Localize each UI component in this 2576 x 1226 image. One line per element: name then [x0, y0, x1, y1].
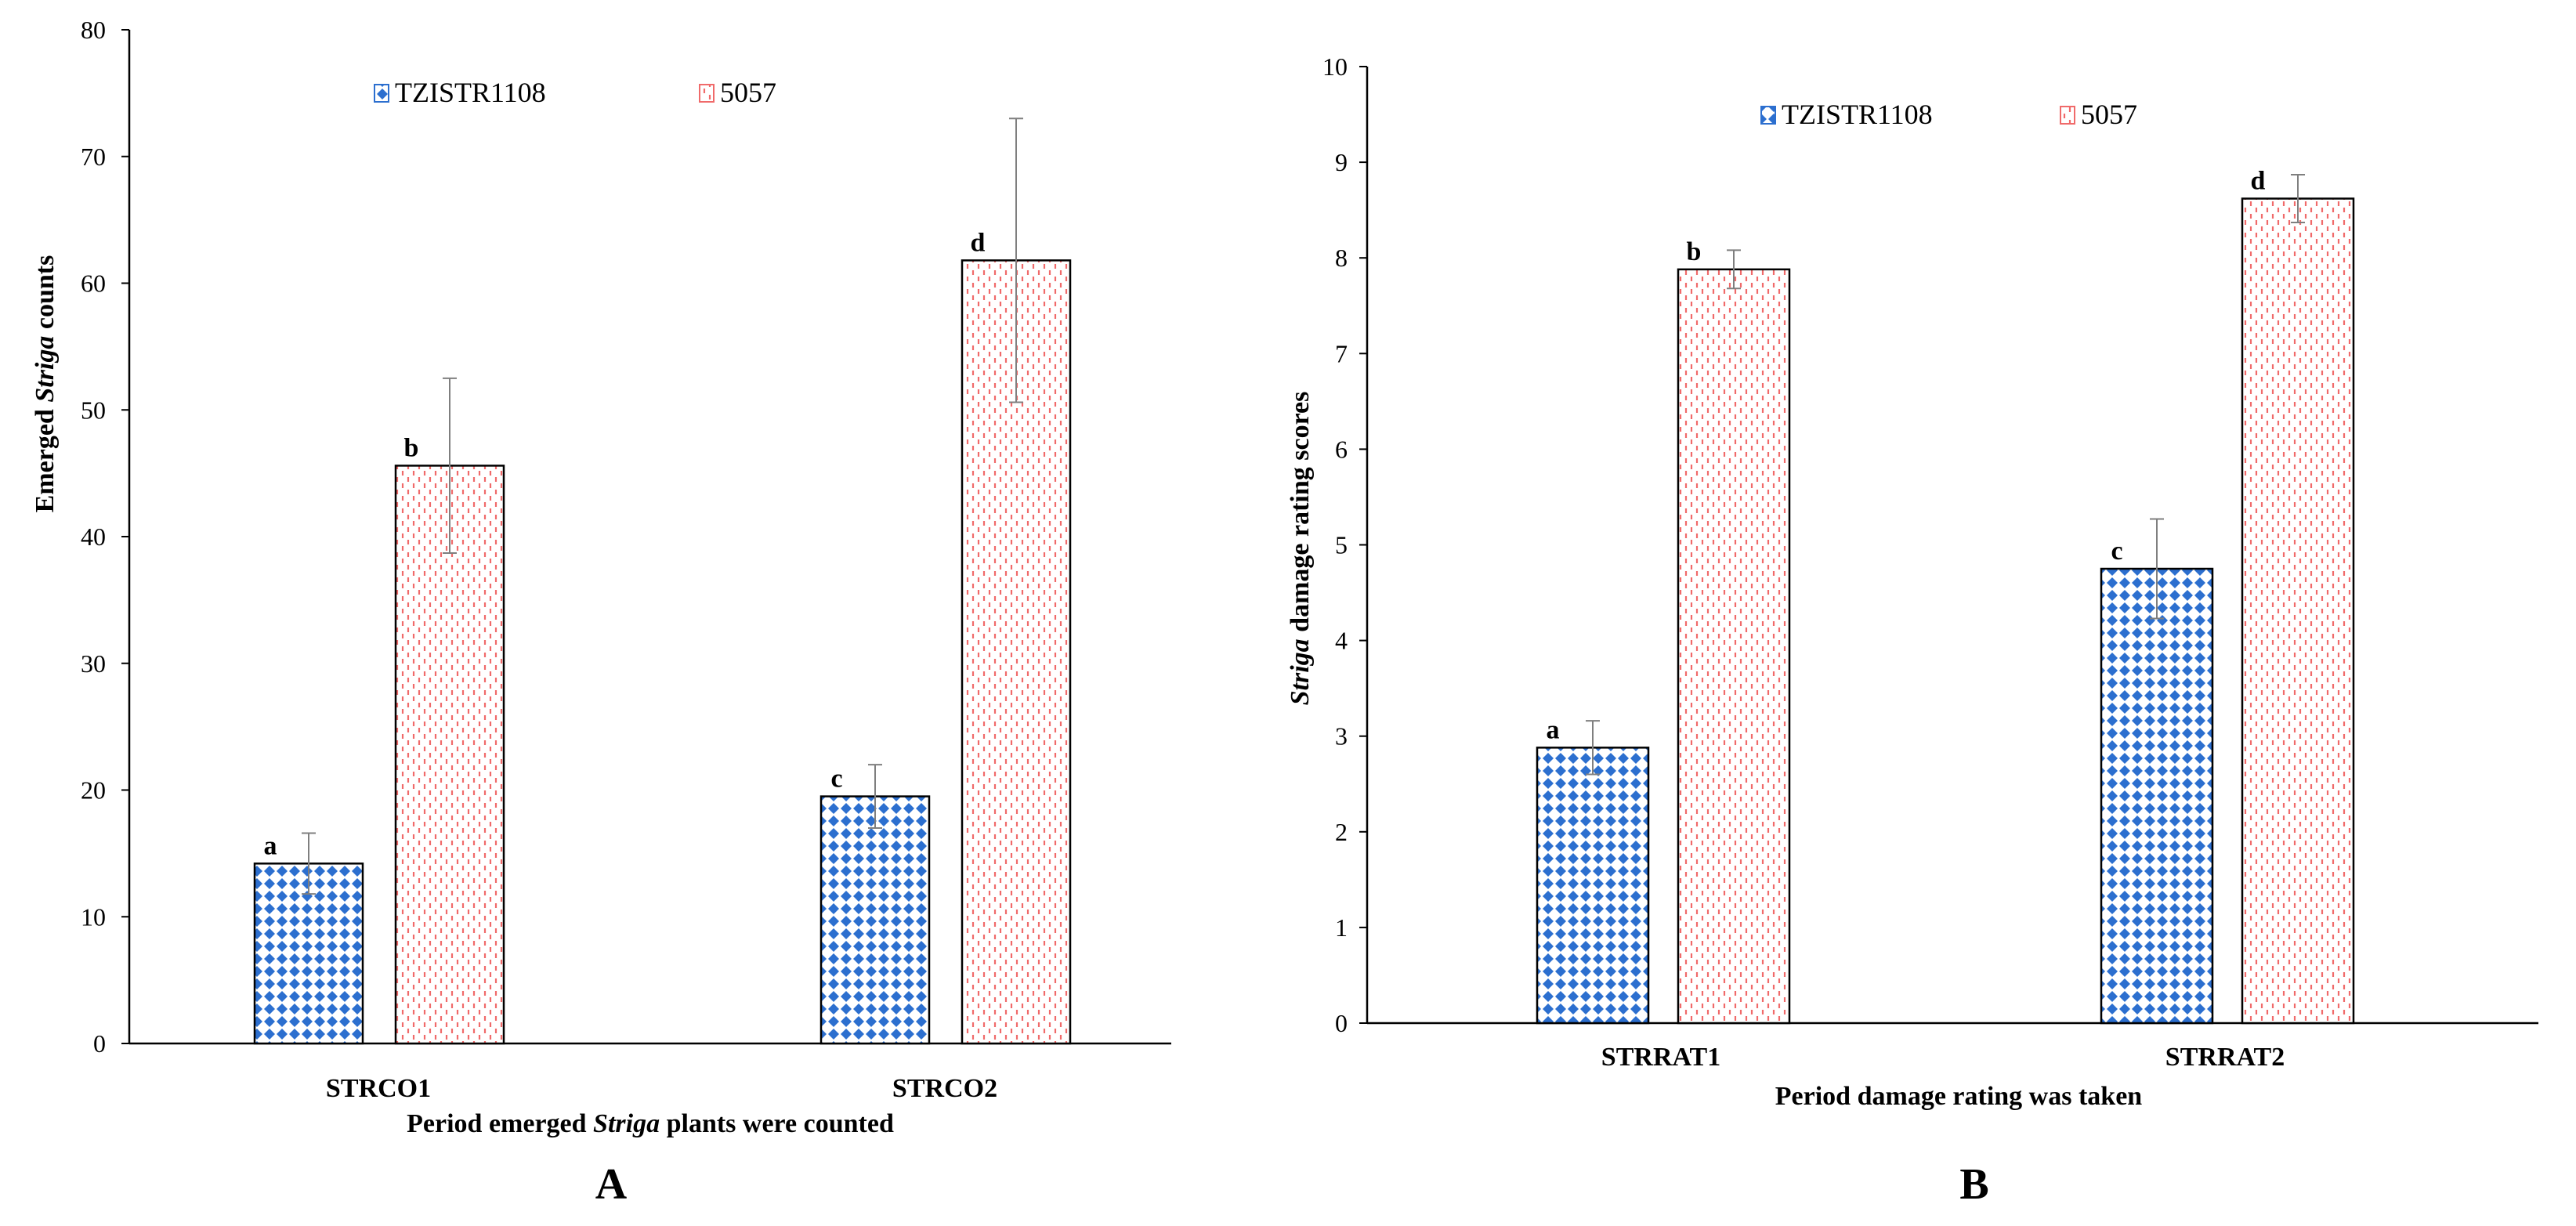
panel-b-legend-entry: 5057 — [2081, 99, 2137, 130]
panel-a-bar-tzistr1108-strco2 — [819, 795, 931, 1045]
panel-b-y-tick-label: 10 — [1322, 52, 1348, 81]
panel-b-significance-letter: d — [2251, 166, 2266, 195]
panel-b-x-axis-label: Period damage rating was taken — [1775, 1082, 2143, 1111]
panel-b-bar-tzistr1108-strrat2 — [2100, 567, 2214, 1025]
panel-a-significance-letter: d — [971, 228, 986, 257]
panel-a-y-axis-label-italic: Striga — [31, 336, 60, 403]
panel-b-bar-5057-strrat2 — [2241, 197, 2355, 1025]
panel-b-y-axis-label-text: damage rating scores — [1286, 392, 1315, 639]
panel-a-category-label: STRCO2 — [892, 1074, 997, 1103]
panel-a-y-tick-label: 30 — [81, 649, 106, 678]
panel-b-y-tick-label: 6 — [1335, 435, 1348, 463]
panel-b-y-axis-label-italic: Striga — [1286, 638, 1315, 705]
panel-a-legend-swatch — [699, 84, 715, 103]
panel-b-y-tick-label: 1 — [1335, 913, 1348, 942]
panel-b-category-label: STRRAT2 — [2165, 1043, 2285, 1072]
panel-a-y-tick-label: 0 — [93, 1029, 106, 1058]
panel-a-y-tick-label: 70 — [81, 143, 106, 171]
panel-b-y-tick-label: 3 — [1335, 722, 1348, 750]
panel-b-y-tick-label: 8 — [1335, 244, 1348, 272]
panel-b-x-axis-label-text: Period damage rating was taken — [1775, 1082, 2143, 1111]
panel-b-y-tick-label: 4 — [1335, 627, 1348, 655]
panel-b-significance-letter: b — [1687, 237, 1702, 266]
panel-b-y-axis-label: Striga damage rating scores — [1286, 392, 1315, 706]
panel-a-y-tick-label: 80 — [81, 16, 106, 44]
panel-a-legend-entry: 5057 — [720, 77, 776, 108]
panel-a-y-tick-label: 50 — [81, 396, 106, 424]
panel-a-x-axis-label: Period emerged Striga plants were counte… — [407, 1109, 894, 1138]
panel-b-bar-tzistr1108-strrat1 — [1536, 747, 1650, 1025]
chart-panel-b: 0 1 2 3 4 5 6 7 8 9 10 a b STRRAT1 c d STRRAT2 Period dam… — [1286, 52, 2538, 1209]
panel-a-significance-letter: b — [404, 433, 419, 462]
panel-b-significance-letter: c — [2111, 537, 2122, 566]
panel-b-legend-swatch — [2060, 106, 2075, 125]
panel-a-x-axis-label-italic: Striga — [593, 1109, 660, 1138]
panel-a-significance-letter: a — [264, 831, 277, 860]
panel-b-category-label: STRRAT1 — [1601, 1043, 1720, 1072]
panel-b-y-tick-label: 9 — [1335, 148, 1348, 176]
panel-b-legend-swatch — [1760, 106, 1776, 125]
panel-a-y-axis-label: Emerged Striga counts — [31, 255, 60, 513]
panel-a-significance-letter: c — [830, 765, 842, 794]
panel-a-y-tick-label: 10 — [81, 902, 106, 931]
panel-b-y-tick-label: 0 — [1335, 1009, 1348, 1037]
panel-a-y-axis-label-text: counts — [31, 255, 60, 336]
panel-a-legend-entry: TZISTR1108 — [395, 77, 546, 108]
chart-panel-a: 0 10 20 30 40 50 60 70 80 a b STRCO1 c d STRCO2 Period … — [31, 16, 1171, 1209]
panel-a-y-tick-label: 20 — [81, 776, 106, 805]
panel-b-y-tick-label: 7 — [1335, 339, 1348, 367]
panel-a-panel-label: A — [595, 1160, 628, 1209]
panel-a-category-label: STRCO1 — [326, 1074, 431, 1103]
panel-a-bar-5057-strco1 — [394, 465, 505, 1045]
panel-b-panel-label: B — [1959, 1160, 1988, 1209]
panel-b-bar-5057-strrat1 — [1677, 268, 1791, 1025]
panel-a-y-tick-label: 60 — [81, 269, 106, 298]
panel-b-legend-entry: TZISTR1108 — [1782, 99, 1933, 130]
panel-a-x-axis-label-text: Period emerged — [407, 1109, 593, 1138]
panel-a-x-axis-label-text: plants were counted — [660, 1109, 894, 1138]
panel-b-y-tick-label: 2 — [1335, 818, 1348, 846]
panel-b-y-tick-label: 5 — [1335, 531, 1348, 559]
panel-a-y-axis-label-text: Emerged — [31, 403, 60, 513]
panel-a-legend-swatch — [374, 84, 389, 103]
panel-a-y-tick-label: 40 — [81, 523, 106, 551]
panel-b-significance-letter: a — [1547, 715, 1560, 744]
